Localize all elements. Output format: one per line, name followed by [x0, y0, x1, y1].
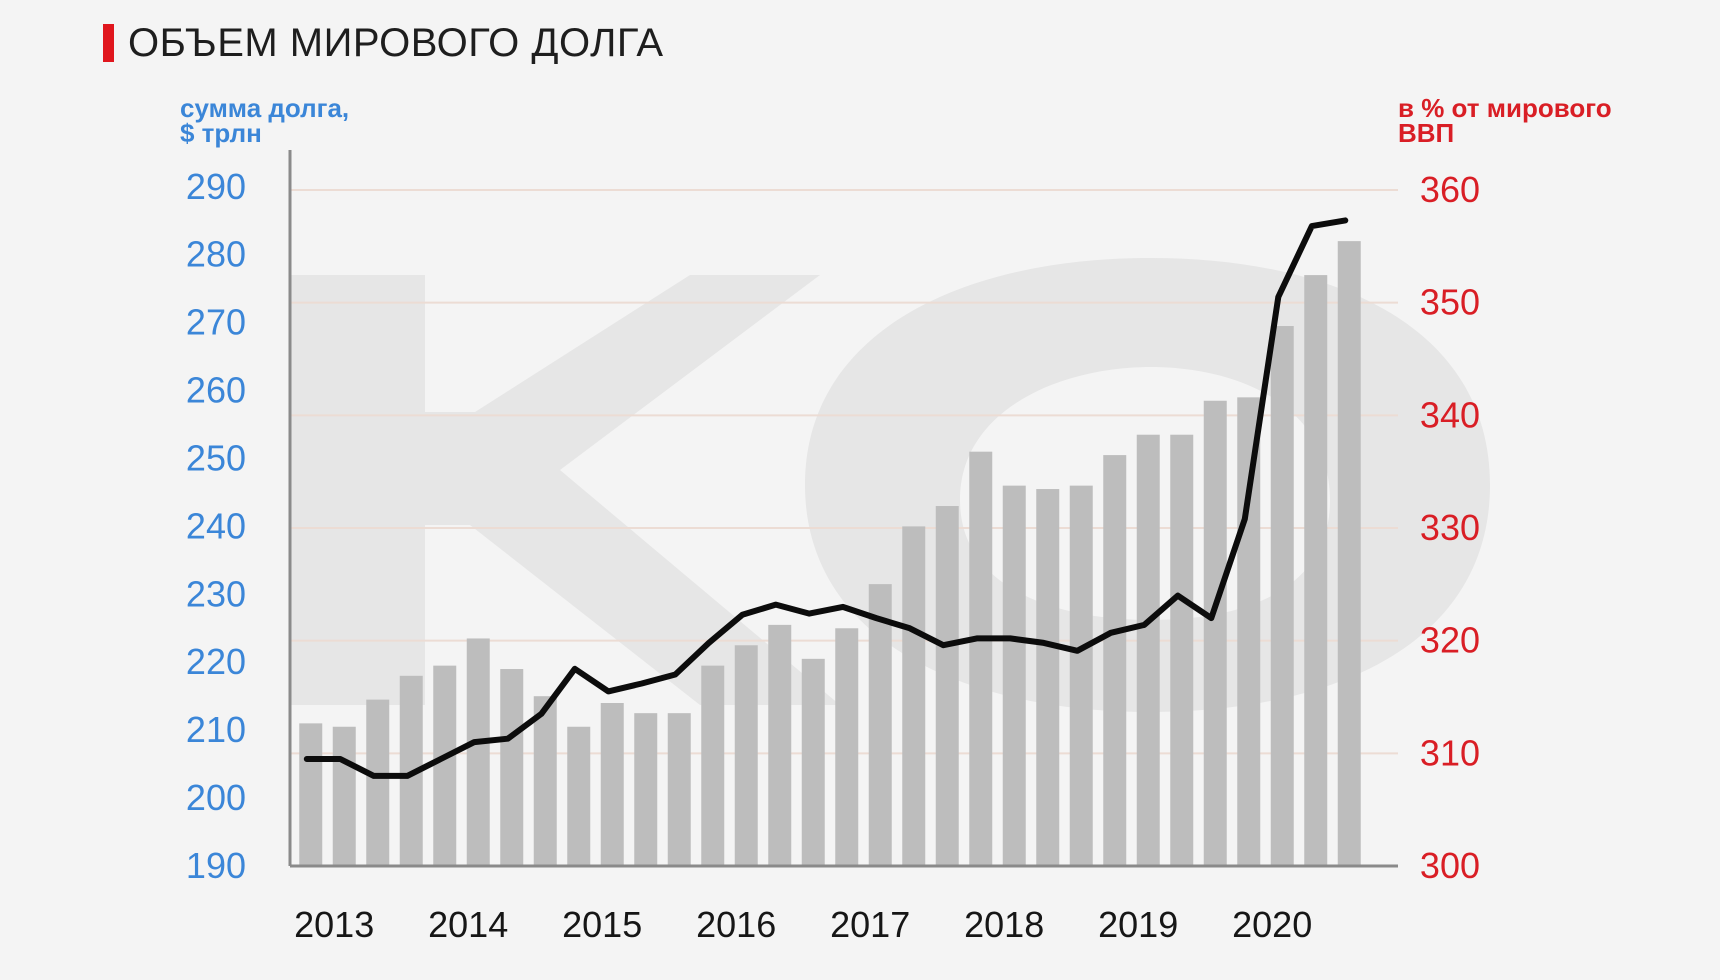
right-tick-label: 310: [1420, 732, 1480, 773]
bar: [835, 628, 859, 866]
left-tick-label: 200: [186, 777, 246, 818]
bar: [1002, 485, 1026, 866]
bar: [667, 713, 691, 866]
x-tick-label: 2015: [562, 904, 642, 945]
left-tick-label: 270: [186, 302, 246, 343]
bar: [1270, 326, 1294, 867]
bar: [433, 665, 457, 866]
bar: [1304, 275, 1328, 866]
line-series: [303, 217, 1349, 779]
right-axis-caption: в % от мирового ВВП: [1398, 93, 1612, 148]
right-tick-label: 330: [1420, 507, 1480, 548]
left-tick-label: 260: [186, 370, 246, 411]
bar: [734, 645, 758, 866]
axes: [288, 150, 1398, 868]
bar: [902, 526, 926, 866]
left-tick-label: 220: [186, 641, 246, 682]
bar: [1136, 434, 1160, 866]
bar-series: [299, 241, 1361, 867]
x-tick-label: 2020: [1232, 904, 1312, 945]
right-tick-label: 360: [1420, 169, 1480, 210]
bar: [1036, 489, 1060, 866]
left-tick-label: 230: [186, 573, 246, 614]
left-tick-label: 190: [186, 845, 246, 886]
bar: [500, 669, 524, 866]
right-tick-label: 300: [1420, 845, 1480, 886]
title-accent-bar: [103, 24, 114, 62]
x-tick-label: 2014: [428, 904, 508, 945]
x-tick-label: 2017: [830, 904, 910, 945]
bar: [299, 723, 323, 866]
chart-title-block: ОБЪЕМ МИРОВОГО ДОЛГА: [103, 20, 664, 66]
left-tick-label: 280: [186, 234, 246, 275]
x-tick-label: 2016: [696, 904, 776, 945]
bar: [1170, 434, 1194, 866]
bar: [868, 584, 892, 866]
bar: [1337, 241, 1361, 866]
bar: [466, 638, 490, 866]
bar: [600, 702, 624, 866]
bar: [1069, 485, 1093, 866]
x-tick-label: 2019: [1098, 904, 1178, 945]
bar: [768, 624, 792, 866]
bar: [935, 506, 959, 866]
bar: [969, 451, 993, 866]
bar: [567, 726, 591, 866]
bar: [366, 699, 390, 866]
right-tick-label: 340: [1420, 394, 1480, 435]
right-tick-label: 320: [1420, 620, 1480, 661]
left-tick-label: 210: [186, 709, 246, 750]
watermark-k-shape: [290, 275, 840, 705]
left-axis-caption: сумма долга, $ трлн: [180, 93, 350, 148]
bar: [701, 665, 725, 866]
left-axis-caption-line1: сумма долга,: [180, 93, 350, 123]
x-tick-label: 2013: [294, 904, 374, 945]
left-axis-caption-line2: $ трлн: [180, 118, 262, 148]
right-axis-caption-line2: ВВП: [1398, 118, 1455, 148]
right-tick-label: 350: [1420, 282, 1480, 323]
left-tick-label: 250: [186, 437, 246, 478]
chart-title: ОБЪЕМ МИРОВОГО ДОЛГА: [128, 20, 664, 65]
bar: [634, 713, 658, 866]
bar: [533, 696, 557, 866]
bar: [1103, 455, 1127, 866]
bar: [801, 658, 825, 866]
gdp-share-line: [303, 217, 1349, 779]
bar: [1237, 397, 1261, 866]
bar: [332, 726, 356, 866]
x-tick-label: 2018: [964, 904, 1044, 945]
left-tick-label: 290: [186, 166, 246, 207]
bar: [1203, 400, 1227, 866]
right-axis-caption-line1: в % от мирового: [1398, 93, 1612, 123]
tick-labels: 190 200 210 220 230 240 250 260 270 280 290 300 310 3…: [186, 166, 1480, 945]
left-tick-label: 240: [186, 505, 246, 546]
